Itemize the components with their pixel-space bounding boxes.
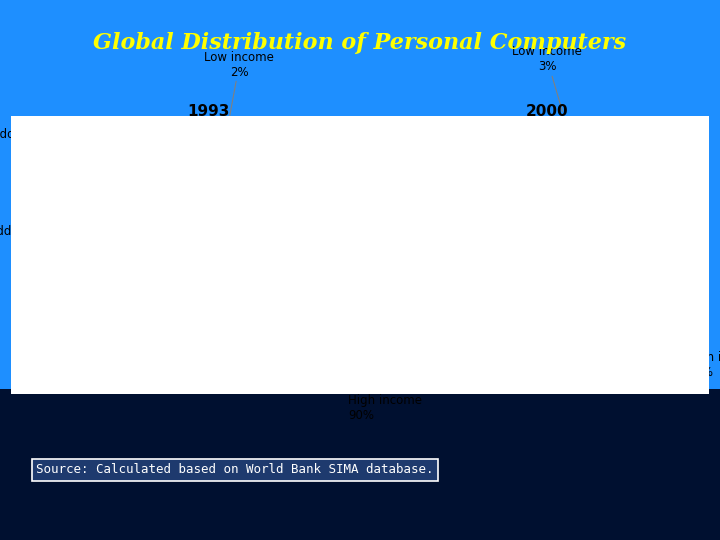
Title: 1993: 1993: [188, 104, 230, 119]
Text: Upper middle
income
4%: Upper middle income 4%: [0, 225, 92, 267]
Text: High income
90%: High income 90%: [265, 327, 423, 422]
Text: Global Distribution of Personal Computers: Global Distribution of Personal Computer…: [94, 32, 626, 55]
Wedge shape: [209, 150, 222, 251]
Wedge shape: [107, 150, 310, 353]
Text: Low income
2%: Low income 2%: [204, 51, 274, 119]
Text: Low income
3%: Low income 3%: [512, 45, 582, 111]
Title: 2000: 2000: [526, 104, 569, 119]
Text: Source: Calculated based on World Bank SIMA database.: Source: Calculated based on World Bank S…: [36, 463, 433, 476]
Wedge shape: [209, 150, 246, 251]
Wedge shape: [209, 157, 269, 251]
Wedge shape: [547, 181, 642, 251]
Text: Upper middle
income
6%: Upper middle income 6%: [288, 225, 433, 267]
Wedge shape: [547, 150, 566, 251]
Wedge shape: [547, 151, 621, 251]
Text: Low er middle
income
10%: Low er middle income 10%: [288, 148, 446, 191]
Text: High income
81%: High income 81%: [644, 322, 720, 379]
Text: Low er middle
income
4%: Low er middle income 4%: [0, 128, 112, 171]
Wedge shape: [446, 150, 649, 353]
